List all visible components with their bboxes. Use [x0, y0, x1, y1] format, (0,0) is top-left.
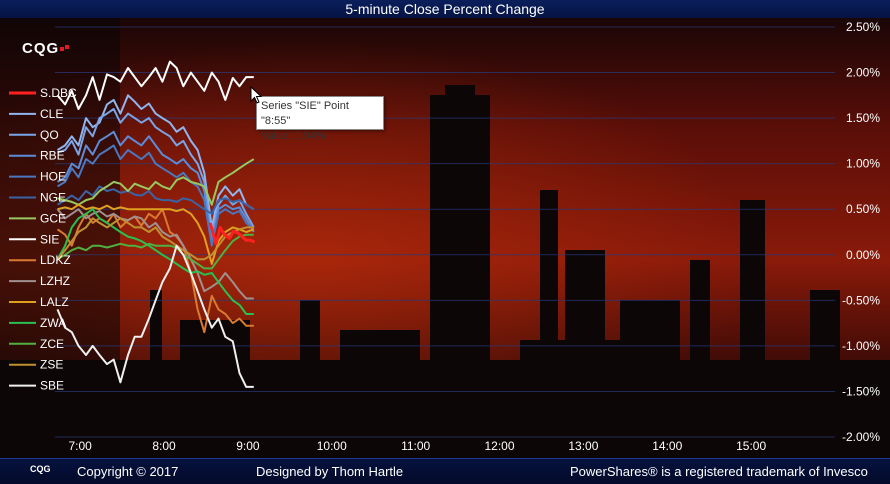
- series-line-zwa[interactable]: [56, 208, 254, 315]
- series-line-lalz[interactable]: [57, 203, 255, 265]
- series-line-hoe[interactable]: [56, 144, 255, 247]
- x-tick-label: 9:00: [236, 439, 260, 453]
- footer-copyright: Copyright © 2017: [77, 464, 179, 479]
- x-tick-label: 13:00: [568, 439, 598, 453]
- x-tick-label: 11:00: [401, 439, 430, 453]
- x-tick-label: 15:00: [736, 439, 766, 453]
- legend-label: RBE: [40, 149, 65, 163]
- series-layer: [56, 60, 256, 388]
- legend-label: SBE: [40, 379, 64, 393]
- background-scene: [0, 18, 890, 458]
- series-line-zce[interactable]: [56, 233, 254, 270]
- footer-trademark: PowerShares® is a registered trademark o…: [570, 464, 868, 479]
- x-tick-label: 7:00: [68, 439, 92, 453]
- y-tick-label: -2.00%: [842, 430, 880, 444]
- y-tick-label: 1.00%: [846, 157, 880, 171]
- tooltip-value-line: Value: 1.94%: [261, 130, 326, 142]
- series-line-cle[interactable]: [56, 94, 255, 229]
- y-tick-label: -1.50%: [842, 384, 880, 398]
- series-line-sie[interactable]: [56, 60, 254, 110]
- series-line-sbe[interactable]: [56, 244, 254, 388]
- legend-label: S.DBC: [40, 86, 77, 100]
- legend-label: QO: [40, 128, 59, 142]
- legend-label: ZCE: [40, 337, 64, 351]
- x-axis: 7:00 8:00 9:00 10:00 11:00 12:00 13:00 14:00 15:…: [68, 439, 766, 453]
- legend-label: ZSE: [40, 358, 63, 372]
- series-line-gce[interactable]: [57, 158, 255, 206]
- footer-bar: CQG Copyright © 2017 Designed by Thom Ha…: [0, 458, 890, 484]
- y-tick-label: -0.50%: [842, 293, 880, 307]
- footer-logo: CQG: [30, 464, 51, 474]
- legend-label: CLE: [40, 107, 63, 121]
- y-tick-label: 2.50%: [846, 20, 880, 34]
- x-tick-label: 8:00: [152, 439, 176, 453]
- line-chart[interactable]: 2.50% 2.00% 1.50% 1.00% 0.50% 0.00% -0.50% -1.0…: [0, 18, 890, 458]
- data-tooltip: Series "SIE" Point "8:55" Value: 1.94%: [256, 96, 384, 142]
- y-tick-label: -1.00%: [842, 339, 880, 353]
- cqg-logo: CQG: [22, 40, 70, 57]
- series-line-lzhz[interactable]: [56, 208, 254, 300]
- x-tick-label: 14:00: [652, 439, 682, 453]
- legend-label: LZHZ: [40, 274, 70, 288]
- y-tick-label: 0.00%: [846, 248, 880, 262]
- legend-label: ZWA: [40, 316, 66, 330]
- chart-title: 5-minute Close Percent Change: [0, 0, 890, 19]
- legend-label: HOE: [40, 170, 66, 184]
- series-line-sdbc[interactable]: [208, 222, 256, 246]
- tooltip-series-line: Series "SIE" Point "8:55": [261, 100, 349, 127]
- series-line-qo[interactable]: [57, 108, 255, 238]
- y-tick-label: 2.00%: [846, 66, 880, 80]
- mouse-cursor-icon: [250, 86, 263, 104]
- legend-label: SIE: [40, 232, 59, 246]
- y-tick-label: 0.50%: [846, 202, 880, 216]
- y-tick-label: 1.50%: [846, 111, 880, 125]
- legend-label: NGE: [40, 191, 66, 205]
- x-tick-label: 10:00: [317, 439, 347, 453]
- y-axis: 2.50% 2.00% 1.50% 1.00% 0.50% 0.00% -0.50% -1.0…: [842, 20, 880, 444]
- series-line-zse[interactable]: [56, 217, 254, 261]
- legend-label: LALZ: [40, 295, 69, 309]
- legend: S.DBC CLE QO RBE HOE NGE GCE SIE LDKZ LZHZ LALZ ZWA…: [9, 86, 77, 393]
- footer-designer: Designed by Thom Hartle: [256, 464, 404, 479]
- series-line-rbe[interactable]: [56, 130, 255, 243]
- legend-label: GCE: [40, 211, 66, 225]
- x-tick-label: 12:00: [485, 439, 515, 453]
- legend-label: LDKZ: [40, 253, 71, 267]
- series-line-nge[interactable]: [56, 185, 255, 215]
